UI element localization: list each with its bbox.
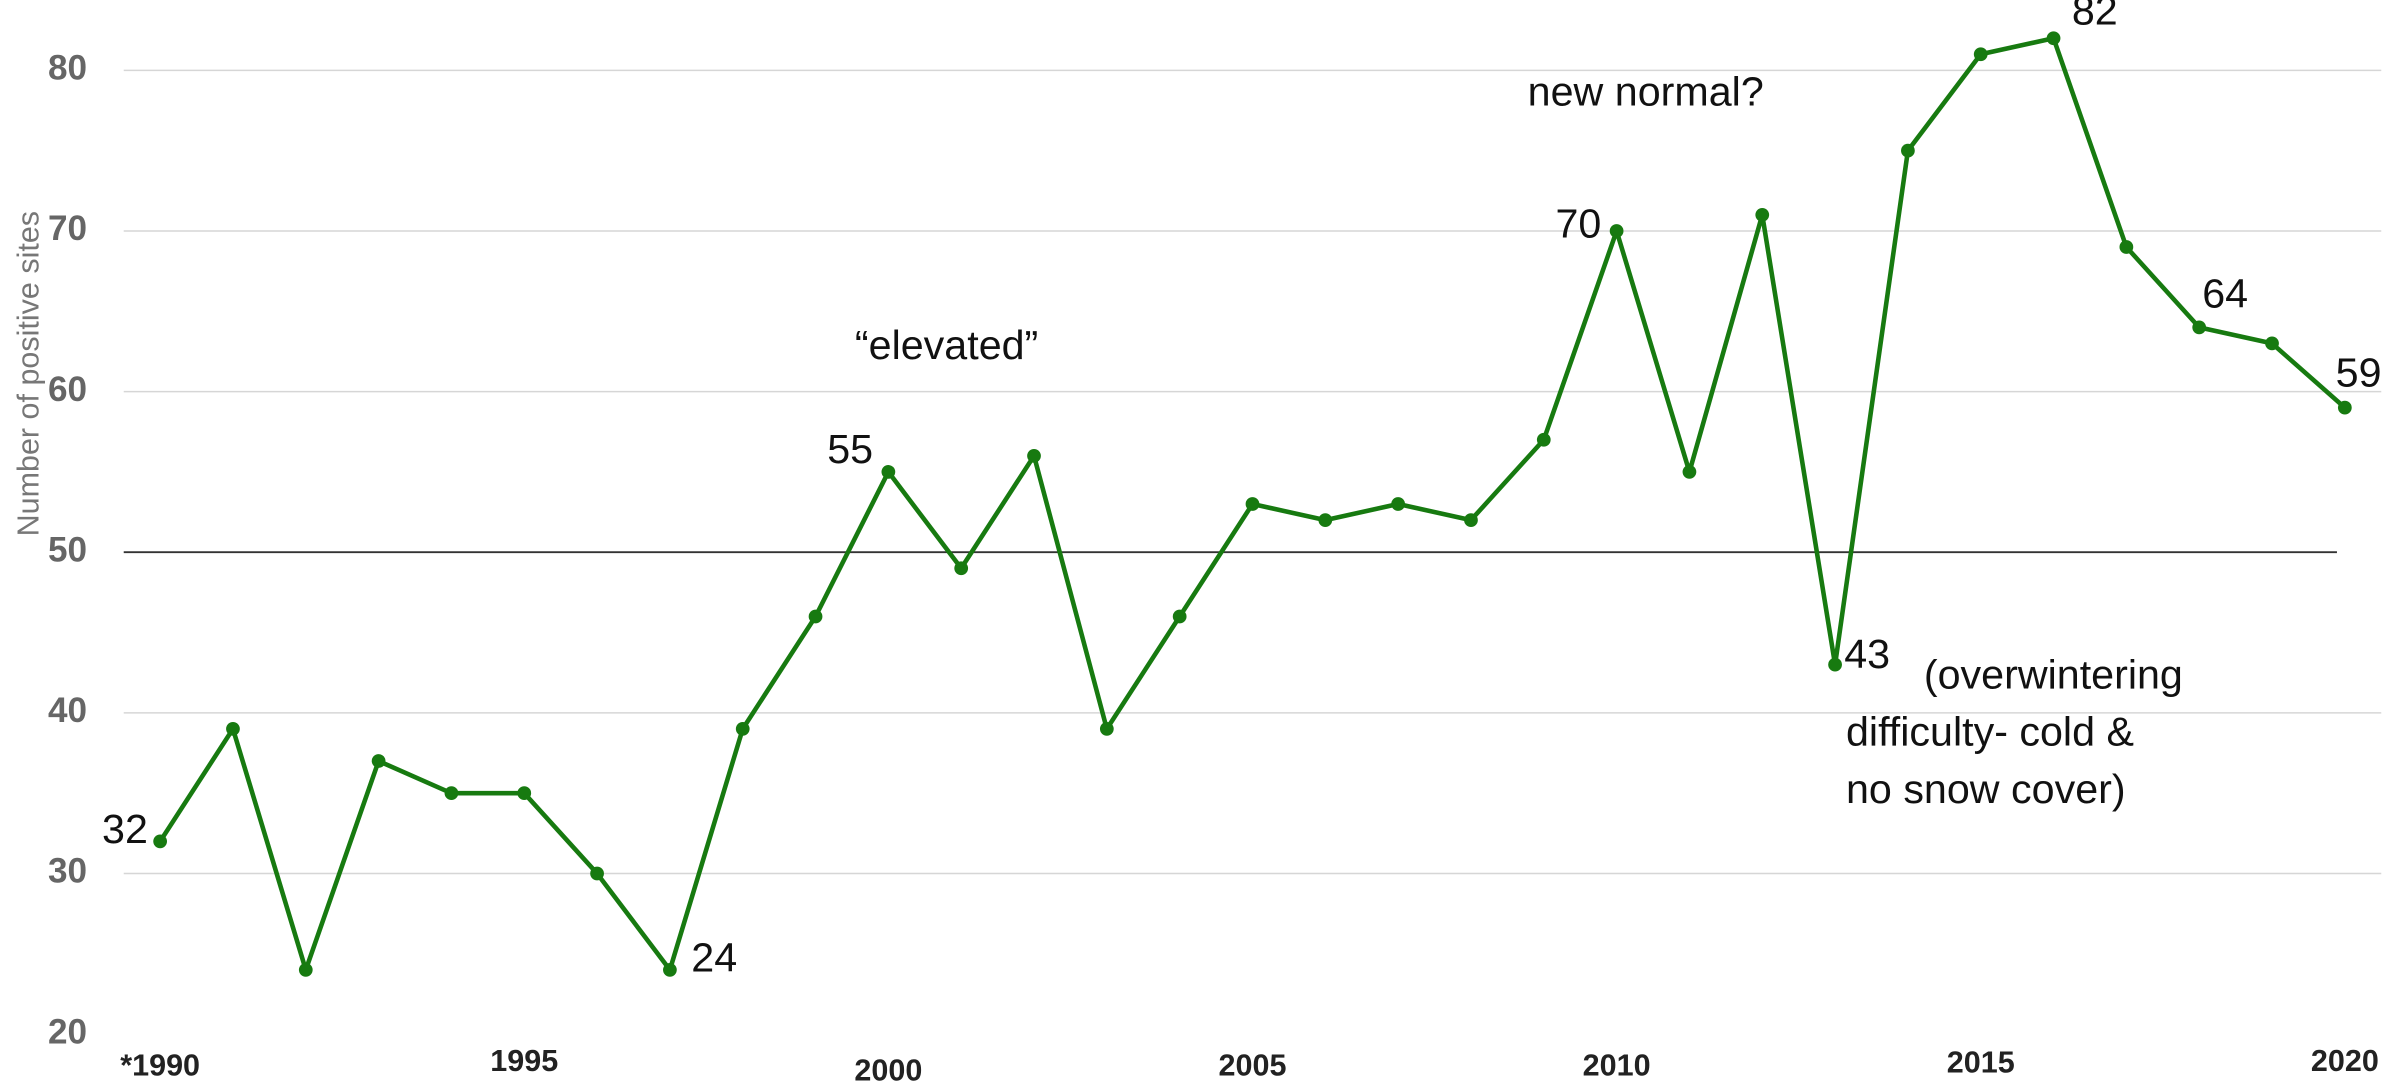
point <box>1318 513 1333 527</box>
point <box>2046 31 2061 46</box>
point <box>1172 609 1187 624</box>
data-label: 59 <box>2336 350 2382 396</box>
point <box>735 722 750 736</box>
point <box>1609 224 1624 238</box>
point <box>1828 657 1842 672</box>
point <box>2337 400 2352 415</box>
data-label: 43 <box>1844 631 1890 677</box>
data-label: 82 <box>2072 0 2118 34</box>
x-tick-label: 2005 <box>1219 1049 1287 1083</box>
point <box>1536 432 1551 447</box>
x-tick-label: *1990 <box>120 1049 200 1083</box>
y-axis-label: Number of positive sites <box>12 211 46 536</box>
point <box>2265 336 2279 351</box>
point <box>153 834 168 849</box>
y-tick-label: 20 <box>48 1012 87 1051</box>
point <box>1901 143 1915 158</box>
annotation: difficulty- cold & <box>1846 709 2134 755</box>
point <box>590 866 604 881</box>
y-tick-label: 50 <box>48 531 87 570</box>
point <box>2119 240 2134 254</box>
x-tick-label: 2000 <box>854 1053 922 1087</box>
point <box>1682 465 1697 479</box>
x-tick-label: 1995 <box>490 1044 558 1078</box>
y-tick-label: 30 <box>48 852 87 891</box>
data-label: 64 <box>2202 271 2248 317</box>
data-label: 55 <box>827 426 873 472</box>
y-tick-label: 60 <box>48 370 87 409</box>
point <box>2192 320 2207 335</box>
point <box>298 962 313 977</box>
point <box>1755 208 1770 222</box>
annotation: (overwintering <box>1924 651 2183 697</box>
y-tick-label: 70 <box>48 209 87 248</box>
data-label: 70 <box>1555 200 1601 246</box>
data-label: 24 <box>691 935 737 981</box>
annotation: no snow cover) <box>1846 766 2126 812</box>
y-tick-label: 40 <box>48 691 87 730</box>
point <box>663 962 677 977</box>
point <box>444 786 459 801</box>
point <box>226 722 240 736</box>
point <box>1464 513 1478 527</box>
y-tick-label: 80 <box>48 49 87 88</box>
point <box>1391 497 1406 511</box>
point <box>954 561 969 576</box>
annotation: new normal? <box>1528 68 1764 114</box>
point <box>371 754 386 768</box>
point <box>1245 497 1260 511</box>
x-tick-label: 2010 <box>1583 1049 1651 1083</box>
point <box>1027 448 1041 463</box>
point <box>1099 722 1114 736</box>
point <box>881 465 896 479</box>
annotation: “elevated” <box>855 322 1038 368</box>
point <box>1973 47 1988 62</box>
point <box>517 786 532 801</box>
point <box>808 609 823 624</box>
data-label: 32 <box>102 806 148 852</box>
x-tick-label: 2020 <box>2311 1044 2379 1078</box>
x-tick-label: 2015 <box>1947 1046 2015 1080</box>
